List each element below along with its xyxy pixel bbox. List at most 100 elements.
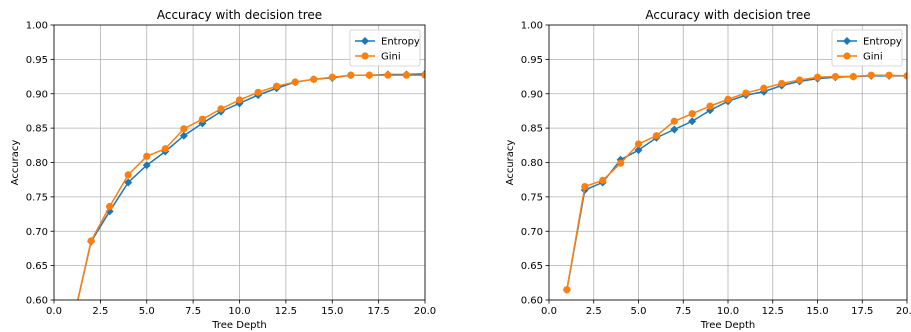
x-tick-label: 5.0 <box>139 306 155 317</box>
data-point-gini <box>254 89 261 96</box>
x-tick-label: 12.5 <box>762 306 784 317</box>
legend: Entropy Gini <box>350 30 420 66</box>
data-point-gini <box>724 96 731 103</box>
y-tick-label: 0.85 <box>521 124 543 135</box>
data-point-gini <box>199 116 206 123</box>
y-tick-label: 0.65 <box>26 261 48 272</box>
data-point-gini <box>581 183 588 190</box>
data-point-gini <box>106 203 113 210</box>
y-tick-label: 0.75 <box>521 192 543 203</box>
data-point-gini <box>599 177 606 184</box>
y-tick-label: 0.75 <box>26 192 48 203</box>
data-point-gini <box>671 118 678 125</box>
y-tick-label: 0.60 <box>26 296 48 307</box>
x-tick-label: 0.0 <box>541 306 557 317</box>
subplot-2: 0.60 0.65 0.70 0.75 0.80 0.85 0.90 0.95 1.00 0.0 2… <box>505 8 911 331</box>
data-point-gini <box>143 153 150 160</box>
y-axis-label: Accuracy <box>10 140 21 186</box>
data-point-gini <box>180 125 187 132</box>
y-tick-label: 0.70 <box>26 227 48 238</box>
x-tick-label: 7.5 <box>675 306 691 317</box>
x-tick-label: 12.5 <box>275 306 297 317</box>
series-line-gini <box>73 75 425 323</box>
x-tick-label: 2.5 <box>92 306 108 317</box>
data-point-gini <box>653 132 660 139</box>
y-tick-label: 0.70 <box>521 227 543 238</box>
data-point-gini <box>403 72 410 79</box>
data-point-gini <box>310 76 317 83</box>
subplot-1: 0.60 0.65 0.70 0.75 0.80 0.85 0.90 0.95 1.00 0.0 2… <box>10 8 436 331</box>
data-point-gini <box>707 103 714 110</box>
y-tick-label: 0.95 <box>26 55 48 66</box>
data-point-gini <box>69 320 76 327</box>
data-point-gini <box>778 80 785 87</box>
y-tick-label: 0.80 <box>26 158 48 169</box>
plot-area <box>69 70 429 328</box>
y-tick-label: 1.00 <box>26 21 48 32</box>
chart-title: Accuracy with decision tree <box>645 8 810 22</box>
data-point-gini <box>236 96 243 103</box>
data-point-gini <box>814 74 821 81</box>
data-point-entropy <box>670 126 678 134</box>
x-tick-label: 10.0 <box>228 306 250 317</box>
data-point-gini <box>347 72 354 79</box>
x-tick-label: 0.0 <box>46 306 62 317</box>
data-point-gini <box>635 140 642 147</box>
x-tick-label: 20.0 <box>896 306 911 317</box>
plot-area <box>563 72 911 294</box>
y-axis-label: Accuracy <box>505 140 516 186</box>
data-point-entropy <box>69 319 77 327</box>
legend-label-entropy: Entropy <box>863 37 902 48</box>
series-line-gini <box>567 75 907 290</box>
data-point-gini <box>886 72 893 79</box>
y-tick-label: 0.90 <box>521 89 543 100</box>
data-point-gini <box>217 105 224 112</box>
x-tick-label: 7.5 <box>185 306 201 317</box>
x-tick-label: 2.5 <box>586 306 602 317</box>
x-tick-label: 15.0 <box>806 306 828 317</box>
y-tick-label: 0.65 <box>521 261 543 272</box>
x-axis-label: Tree Depth <box>700 320 755 331</box>
x-tick-label: 17.5 <box>367 306 389 317</box>
legend-label-gini: Gini <box>381 52 401 63</box>
data-point-gini <box>292 78 299 85</box>
data-point-gini <box>366 72 373 79</box>
data-point-gini <box>689 110 696 117</box>
legend-label-gini: Gini <box>863 52 883 63</box>
x-tick-label: 5.0 <box>631 306 647 317</box>
y-tick-label: 1.00 <box>521 21 543 32</box>
data-point-gini <box>273 83 280 90</box>
legend-marker-gini <box>361 52 368 59</box>
data-point-gini <box>617 160 624 167</box>
data-point-gini <box>742 89 749 96</box>
data-point-gini <box>125 171 132 178</box>
y-tick-label: 0.80 <box>521 158 543 169</box>
series-line-entropy <box>73 74 425 324</box>
legend-label-entropy: Entropy <box>381 37 420 48</box>
y-tick-label: 0.60 <box>521 296 543 307</box>
y-tick-label: 0.90 <box>26 89 48 100</box>
x-tick-label: 20.0 <box>414 306 436 317</box>
x-tick-label: 10.0 <box>717 306 739 317</box>
y-tick-label: 0.85 <box>26 124 48 135</box>
y-tick-label: 0.95 <box>521 55 543 66</box>
x-tick-label: 17.5 <box>851 306 873 317</box>
legend: Entropy Gini <box>832 30 902 66</box>
legend-marker-gini <box>843 52 850 59</box>
data-point-gini <box>760 85 767 92</box>
data-point-gini <box>88 237 95 244</box>
data-point-gini <box>796 76 803 83</box>
data-point-gini <box>162 145 169 152</box>
data-point-gini <box>329 74 336 81</box>
series-line-entropy <box>567 76 907 290</box>
data-point-entropy <box>688 117 696 125</box>
x-tick-label: 15.0 <box>321 306 343 317</box>
data-point-gini <box>850 73 857 80</box>
x-axis-label: Tree Depth <box>211 320 266 331</box>
data-point-gini <box>868 72 875 79</box>
data-point-gini <box>563 286 570 293</box>
chart-title: Accuracy with decision tree <box>157 8 322 22</box>
data-point-gini <box>832 73 839 80</box>
data-point-gini <box>384 72 391 79</box>
